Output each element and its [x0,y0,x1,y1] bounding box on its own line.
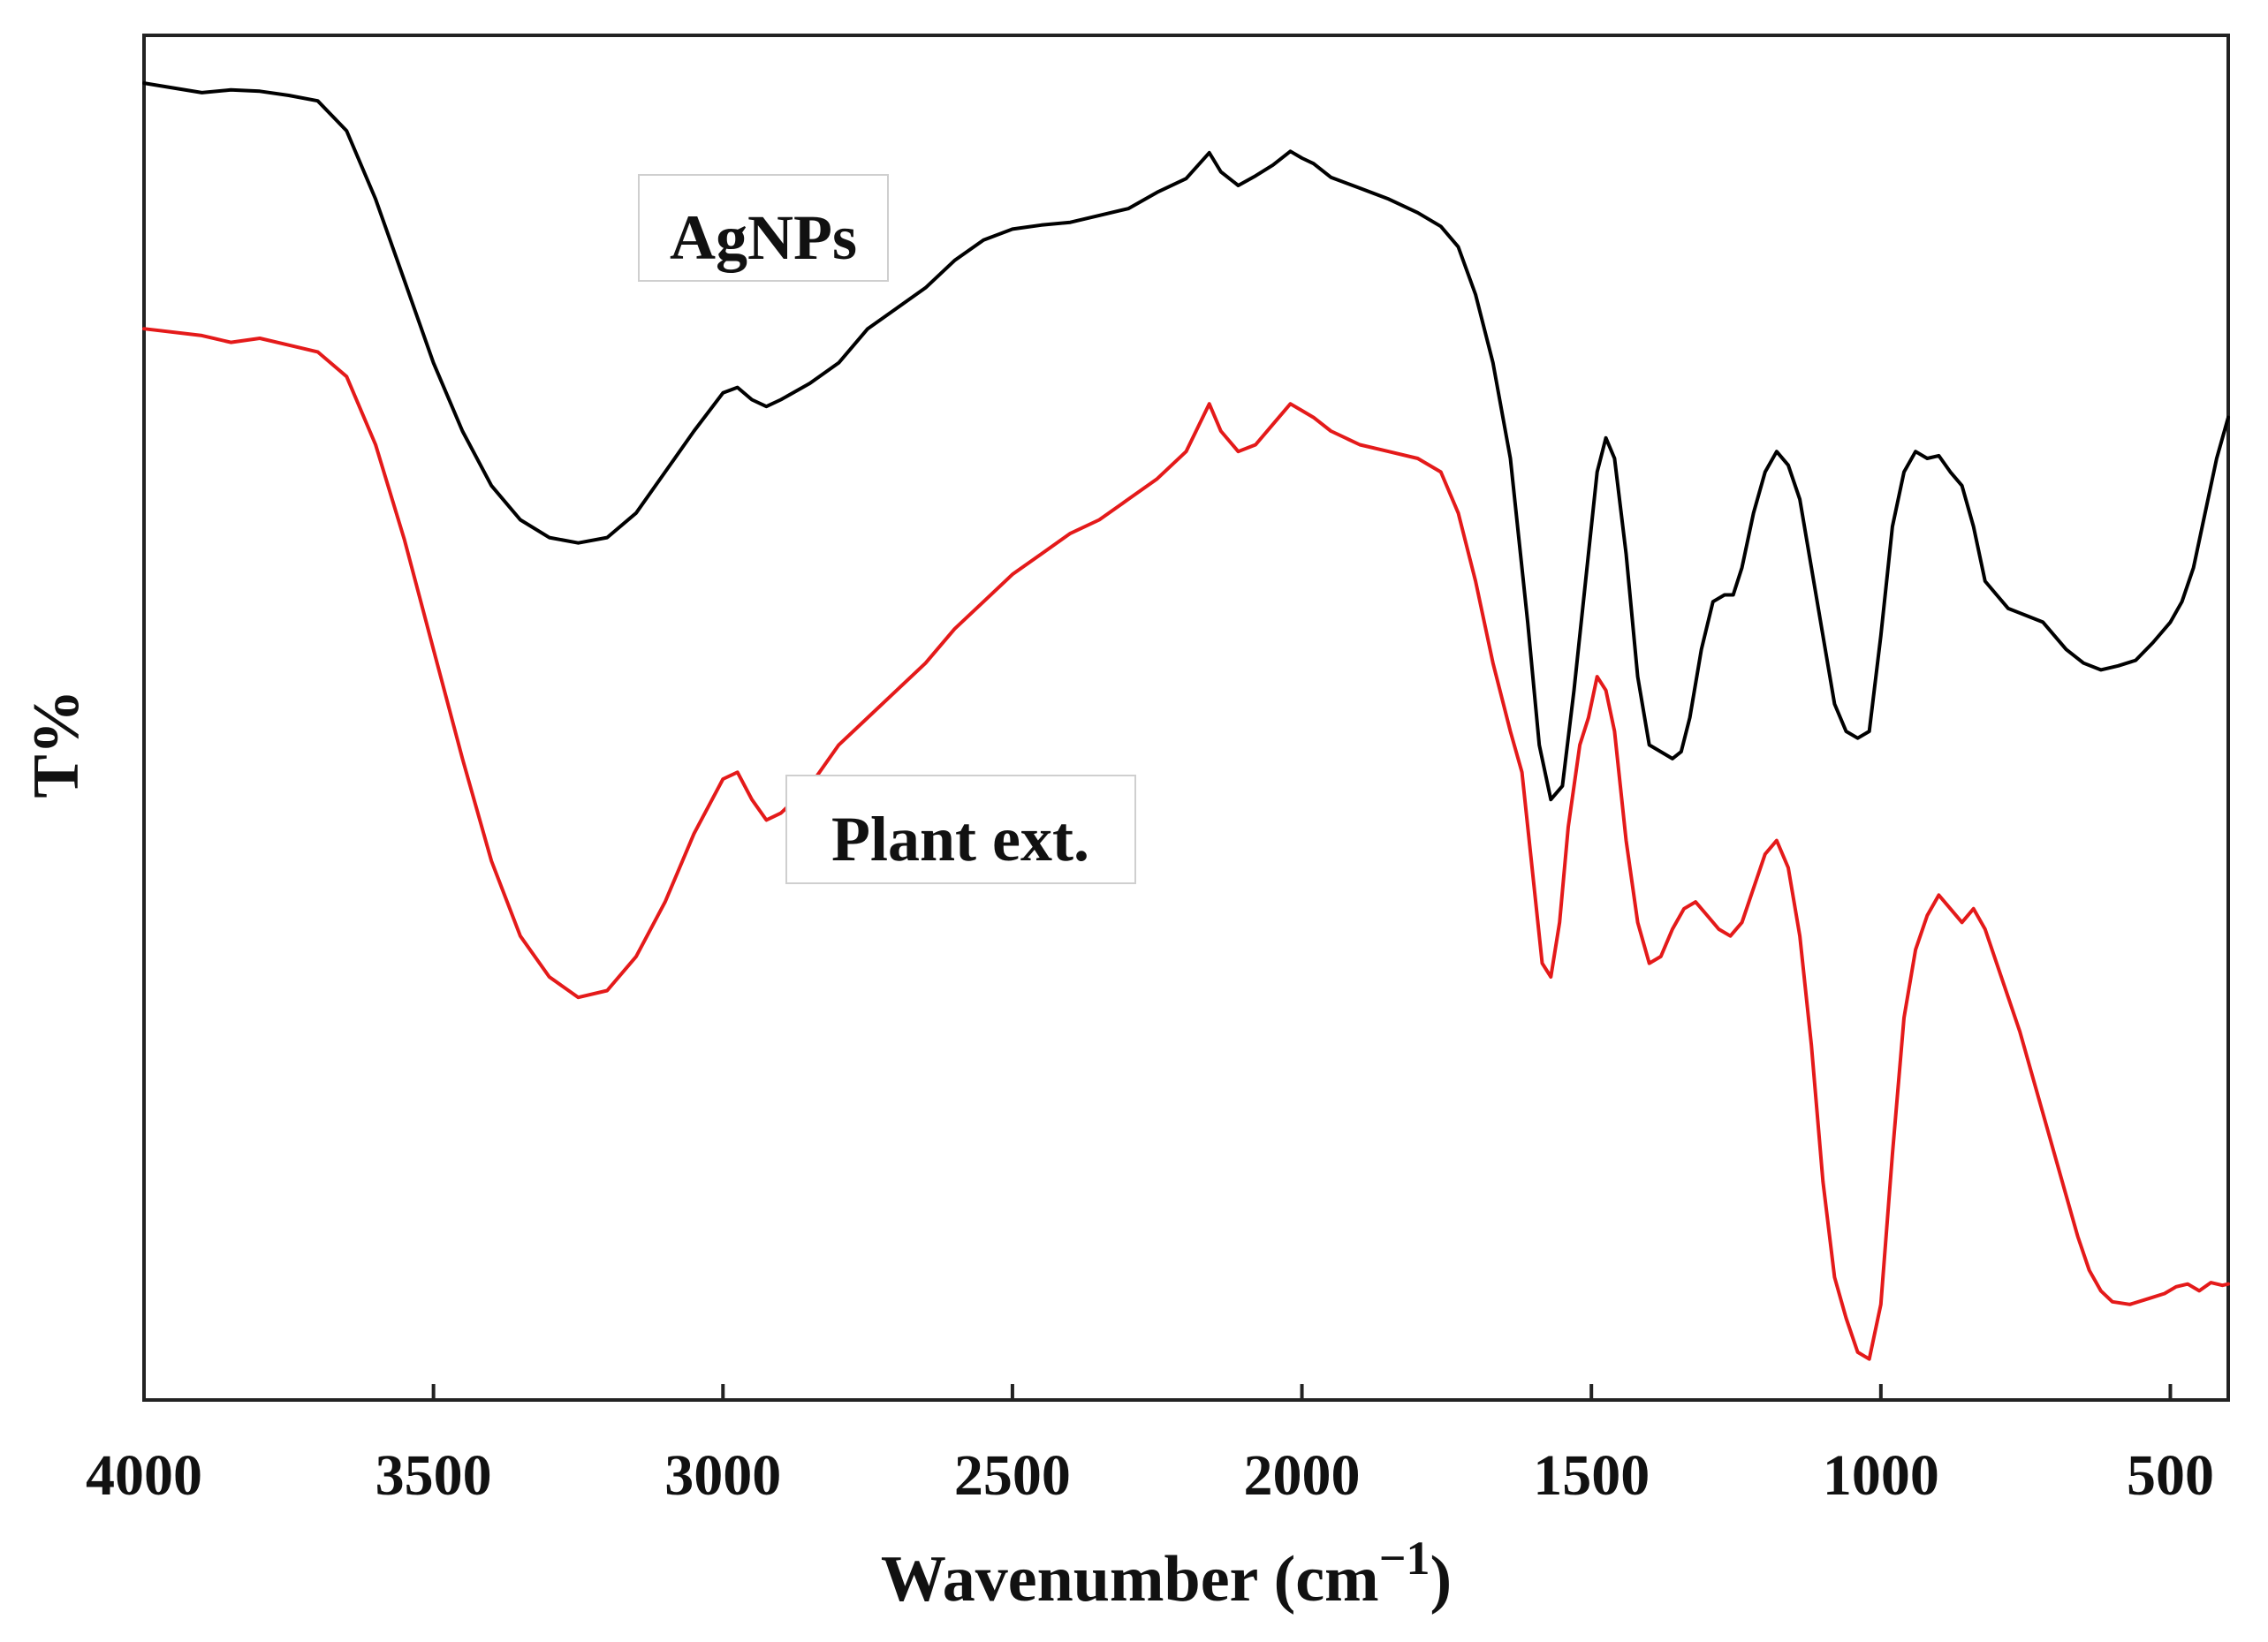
x-tick-label-1500: 1500 [1533,1443,1650,1508]
series-label-agnps-box [638,174,889,282]
series-line-agnps [142,81,2230,802]
x-tick-label-2000: 2000 [1244,1443,1361,1508]
x-tick-label-2500: 2500 [954,1443,1071,1508]
series-label-agnps-text: AgNPs [670,202,857,273]
series-layer [142,81,2230,1361]
series-label-plant-ext-text: Plant ext. [831,804,1089,874]
y-axis-title: T% [20,689,93,798]
x-axis-title-superscript: −1 [1379,1532,1430,1585]
x-tick-label-4000: 4000 [86,1443,202,1508]
series-label-agnps: AgNPs [638,174,889,282]
x-tick-label-1000: 1000 [1823,1443,1939,1508]
x-axis-title: Wavenumber (cm−1) [881,1532,1452,1616]
series-line-plant-ext [142,327,2230,1361]
x-tick-label-3500: 3500 [375,1443,492,1508]
x-tick-label-3000: 3000 [664,1443,781,1508]
series-label-plant-ext-box [785,775,1136,884]
series-label-plant-ext: Plant ext. [785,775,1136,884]
plot-frame [142,34,2230,1402]
x-axis-title-main: Wavenumber (cm [881,1543,1379,1616]
x-axis-title-close: ) [1430,1543,1452,1616]
x-tick-label-500: 500 [2127,1443,2214,1508]
x-axis-ticks: 4000 3500 3000 2500 2000 1500 1000 500 [86,1384,2214,1508]
